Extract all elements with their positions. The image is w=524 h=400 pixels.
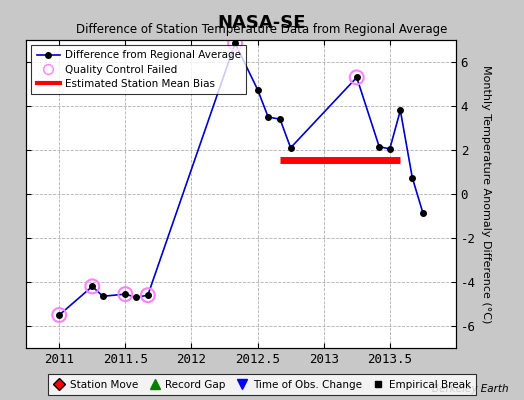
Difference from Regional Average (56, 313, 62, 318)
Difference from Regional Average (277, 117, 283, 122)
Line: Difference from Regional Average: Difference from Regional Average (57, 40, 425, 318)
Difference from Regional Average (387, 146, 393, 151)
Difference from Regional Average (397, 108, 403, 113)
Point (121, 291, 129, 297)
Difference from Regional Average (122, 292, 128, 296)
Y-axis label: Monthly Temperature Anomaly Difference (°C): Monthly Temperature Anomaly Difference (… (482, 65, 492, 323)
Difference from Regional Average (255, 87, 261, 92)
Difference from Regional Average (288, 146, 294, 150)
Difference from Regional Average (354, 75, 360, 80)
Point (231, 40, 239, 46)
Difference from Regional Average (420, 210, 426, 215)
Legend: Difference from Regional Average, Quality Control Failed, Estimated Station Mean: Difference from Regional Average, Qualit… (31, 45, 246, 94)
Difference from Regional Average (265, 114, 271, 119)
Difference from Regional Average (232, 41, 238, 46)
Legend: Station Move, Record Gap, Time of Obs. Change, Empirical Break: Station Move, Record Gap, Time of Obs. C… (48, 374, 476, 395)
Difference from Regional Average (145, 293, 151, 298)
Text: Berkeley Earth: Berkeley Earth (432, 384, 508, 394)
Text: Difference of Station Temperature Data from Regional Average: Difference of Station Temperature Data f… (77, 23, 447, 36)
Difference from Regional Average (89, 284, 95, 289)
Difference from Regional Average (100, 294, 106, 299)
Difference from Regional Average (409, 175, 416, 180)
Point (353, 74, 361, 80)
Difference from Regional Average (133, 295, 139, 300)
Point (144, 292, 152, 298)
Text: NASA-SE: NASA-SE (218, 14, 306, 32)
Point (88, 283, 96, 290)
Difference from Regional Average (376, 144, 383, 149)
Point (55, 312, 63, 318)
